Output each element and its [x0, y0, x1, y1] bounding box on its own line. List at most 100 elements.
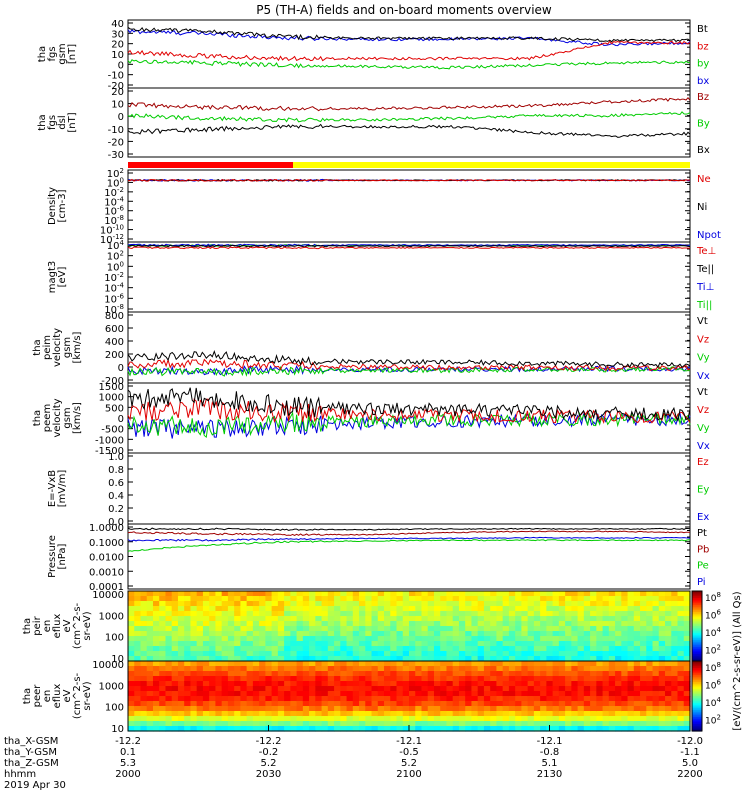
- spectrogram-cell: [590, 596, 597, 602]
- spectrogram-cell: [321, 681, 329, 687]
- spectrogram-cell: [665, 621, 672, 627]
- spectrogram-cell: [646, 596, 654, 602]
- spectrogram-cell: [577, 596, 585, 602]
- spectrogram-cell: [477, 686, 485, 692]
- spectrogram-cell: [527, 716, 535, 722]
- spectrogram-cell: [558, 661, 566, 667]
- spectrogram-cell: [533, 706, 541, 712]
- spectrogram-cell: [309, 681, 316, 687]
- spectrogram-cell: [615, 621, 622, 627]
- spectrogram-cell: [165, 696, 173, 702]
- spectrogram-cell: [640, 656, 647, 662]
- spectrogram-cell: [521, 656, 529, 662]
- spectrogram-8: [127, 590, 691, 662]
- spectrogram-cell: [515, 701, 522, 707]
- legend-entry-Vt: Vt: [697, 387, 708, 398]
- spectrogram-cell: [159, 721, 167, 727]
- spectrogram-cell: [171, 671, 179, 677]
- spectrogram-cell: [590, 666, 597, 672]
- spectrogram-cell: [565, 716, 572, 722]
- spectrogram-cell: [452, 681, 460, 687]
- spectrogram-cell: [396, 661, 404, 667]
- colorbar-tick-label: 108: [705, 661, 721, 674]
- spectrogram-cell: [646, 716, 654, 722]
- spectrogram-cell: [352, 641, 360, 647]
- spectrogram-cell: [421, 591, 429, 597]
- spectrogram-cell: [621, 691, 629, 697]
- spectrogram-cell: [558, 611, 566, 617]
- spectrogram-cell: [227, 626, 235, 632]
- spectrogram-cell: [565, 646, 572, 652]
- spectrogram-cell: [171, 666, 179, 672]
- spectrogram-cell: [296, 661, 304, 667]
- spectrogram-cell: [608, 631, 616, 637]
- spectrogram-cell: [146, 726, 154, 732]
- spectrogram-cell: [433, 686, 441, 692]
- spectrogram-cell: [433, 676, 441, 682]
- spectrogram-cell: [184, 616, 192, 622]
- spectrogram-cell: [533, 711, 541, 717]
- spectrogram-cell: [571, 671, 579, 677]
- spectrogram-cell: [271, 701, 279, 707]
- spectrogram-cell: [546, 696, 554, 702]
- spectrogram-cell: [615, 716, 622, 722]
- spectrogram-cell: [371, 591, 379, 597]
- spectrogram-cell: [246, 681, 254, 687]
- spectrogram-cell: [296, 606, 304, 612]
- spectrogram-cell: [340, 666, 348, 672]
- spectrogram-cell: [309, 661, 316, 667]
- spectrogram-cell: [583, 696, 591, 702]
- spectrogram-cell: [134, 621, 142, 627]
- spectrogram-cell: [321, 706, 329, 712]
- spectrogram-cell: [128, 666, 135, 672]
- spectrogram-cell: [221, 616, 229, 622]
- spectrogram-cell: [190, 606, 198, 612]
- spectrogram-cell: [346, 636, 354, 642]
- spectrogram-cell: [209, 601, 217, 607]
- spectrogram-cell: [440, 726, 448, 732]
- spectrogram-cell: [602, 636, 610, 642]
- spectrogram-cell: [515, 671, 522, 677]
- spectrogram-cell: [440, 641, 448, 647]
- spectrogram-cell: [546, 601, 554, 607]
- spectrogram-cell: [671, 621, 679, 627]
- spectrogram-cell: [415, 636, 423, 642]
- spectrogram-cell: [240, 691, 248, 697]
- spectrogram-cell: [496, 661, 504, 667]
- spectrogram-cell: [558, 681, 566, 687]
- spectrogram-cell: [515, 691, 522, 697]
- spectrogram-cell: [483, 686, 491, 692]
- spectrogram-cell: [665, 681, 672, 687]
- spectrogram-cell: [490, 636, 498, 642]
- spectrogram-cell: [490, 686, 498, 692]
- spectrogram-cell: [384, 691, 391, 697]
- spectrogram-cell: [234, 716, 241, 722]
- spectrogram-cell: [571, 626, 579, 632]
- spectrogram-cell: [546, 666, 554, 672]
- spectrogram-cell: [140, 716, 148, 722]
- spectrogram-cell: [271, 646, 279, 652]
- x-row-label: tha_Y-GSM: [4, 747, 57, 758]
- spectrogram-cell: [577, 706, 585, 712]
- spectrogram-cell: [352, 671, 360, 677]
- spectrogram-cell: [159, 691, 167, 697]
- spectrogram-cell: [159, 686, 167, 692]
- spectrogram-cell: [633, 661, 641, 667]
- spectrogram-cell: [465, 666, 473, 672]
- spectrogram-cell: [471, 616, 479, 622]
- spectrogram-cell: [302, 701, 310, 707]
- spectrogram-cell: [402, 701, 410, 707]
- spectrogram-cell: [483, 681, 491, 687]
- spectrogram-cell: [346, 616, 354, 622]
- series-line-Bx: [127, 123, 691, 138]
- spectrogram-cell: [265, 651, 273, 657]
- spectrogram-cell: [627, 596, 635, 602]
- spectrogram-cell: [671, 601, 679, 607]
- spectrogram-cell: [140, 596, 148, 602]
- spectrogram-cell: [665, 691, 672, 697]
- spectrogram-cell: [371, 656, 379, 662]
- spectrogram-cell: [521, 721, 529, 727]
- spectrogram-cell: [409, 706, 416, 712]
- spectrogram-cell: [402, 711, 410, 717]
- spectrogram-cell: [202, 591, 210, 597]
